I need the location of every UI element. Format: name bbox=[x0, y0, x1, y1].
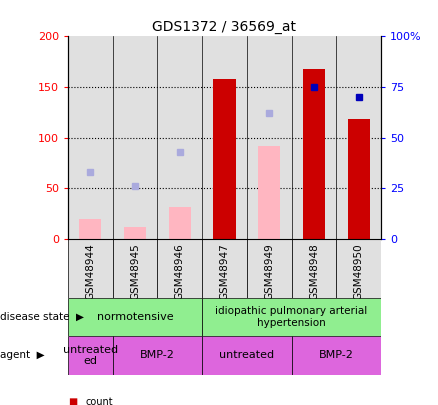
Bar bbox=[292, 239, 336, 298]
Bar bbox=[124, 227, 146, 239]
Bar bbox=[113, 336, 202, 375]
Bar bbox=[68, 298, 202, 336]
Bar bbox=[68, 336, 113, 375]
Text: untreated
ed: untreated ed bbox=[63, 345, 118, 366]
Bar bbox=[292, 336, 381, 375]
Bar bbox=[258, 146, 280, 239]
Bar bbox=[157, 239, 202, 298]
Bar bbox=[202, 336, 292, 375]
Text: disease state  ▶: disease state ▶ bbox=[0, 312, 84, 322]
Text: GSM48944: GSM48944 bbox=[85, 244, 95, 301]
Text: GSM48950: GSM48950 bbox=[354, 244, 364, 300]
Bar bbox=[68, 239, 113, 298]
Bar bbox=[303, 69, 325, 239]
Text: GSM48945: GSM48945 bbox=[130, 244, 140, 301]
Bar bbox=[336, 239, 381, 298]
Text: untreated: untreated bbox=[219, 350, 274, 360]
Title: GDS1372 / 36569_at: GDS1372 / 36569_at bbox=[152, 20, 297, 34]
Bar bbox=[247, 239, 292, 298]
Bar bbox=[79, 219, 102, 239]
Text: BMP-2: BMP-2 bbox=[319, 350, 354, 360]
Text: BMP-2: BMP-2 bbox=[140, 350, 175, 360]
Bar bbox=[169, 207, 191, 239]
Text: GSM48946: GSM48946 bbox=[175, 244, 185, 301]
Text: ■: ■ bbox=[68, 397, 77, 405]
Bar bbox=[113, 239, 157, 298]
Text: GSM48948: GSM48948 bbox=[309, 244, 319, 301]
Text: GSM48949: GSM48949 bbox=[264, 244, 274, 301]
Text: idiopathic pulmonary arterial
hypertension: idiopathic pulmonary arterial hypertensi… bbox=[215, 306, 368, 328]
Text: count: count bbox=[85, 397, 113, 405]
Bar bbox=[213, 79, 236, 239]
Text: agent  ▶: agent ▶ bbox=[0, 350, 45, 360]
Text: normotensive: normotensive bbox=[97, 312, 173, 322]
Bar bbox=[202, 298, 381, 336]
Bar bbox=[347, 119, 370, 239]
Text: GSM48947: GSM48947 bbox=[219, 244, 230, 301]
Bar bbox=[202, 239, 247, 298]
